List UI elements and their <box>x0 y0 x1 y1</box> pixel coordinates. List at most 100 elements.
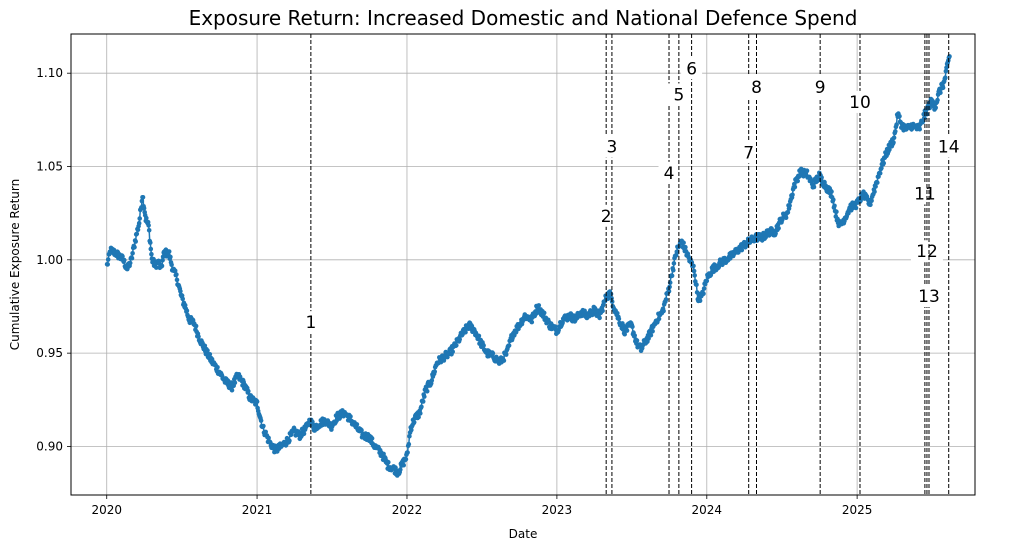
data-point <box>648 332 654 338</box>
data-point <box>697 298 703 304</box>
chart-title: Exposure Return: Increased Domestic and … <box>189 6 858 30</box>
data-point <box>506 343 512 348</box>
data-point <box>182 302 188 308</box>
event-label-box <box>658 161 680 184</box>
data-point <box>232 380 238 386</box>
data-point <box>149 251 154 257</box>
data-point <box>159 263 165 269</box>
event-label: 13 <box>918 287 940 307</box>
data-point <box>811 184 817 190</box>
data-point <box>877 170 883 176</box>
data-point <box>135 227 141 232</box>
data-point <box>411 419 417 425</box>
data-point <box>541 310 547 316</box>
data-point <box>597 315 602 321</box>
data-point <box>674 249 680 255</box>
event-label: 9 <box>815 78 826 98</box>
data-point <box>174 277 180 283</box>
data-point <box>122 257 127 263</box>
data-point <box>829 189 834 194</box>
data-point <box>940 85 946 91</box>
data-point <box>403 457 409 462</box>
event-label: 7 <box>743 143 754 163</box>
data-point <box>891 140 896 145</box>
data-point <box>386 459 391 465</box>
data-point <box>785 210 791 215</box>
x-axis-label: Date <box>509 527 538 541</box>
data-point <box>196 334 201 339</box>
data-point <box>663 297 669 302</box>
data-point <box>432 369 438 374</box>
data-point <box>348 414 353 419</box>
data-point <box>130 251 135 256</box>
data-point <box>146 228 152 233</box>
data-point <box>463 330 468 335</box>
data-point <box>632 333 637 338</box>
data-point <box>704 278 710 284</box>
event-label-box <box>601 135 623 158</box>
event-label: 5 <box>673 85 684 105</box>
x-tick-label: 2024 <box>692 503 723 517</box>
data-point <box>105 257 111 262</box>
data-point <box>193 323 199 329</box>
data-point <box>457 337 463 342</box>
data-point <box>139 198 145 204</box>
data-point <box>429 378 435 383</box>
data-point <box>144 215 149 221</box>
data-point <box>624 328 630 333</box>
data-point <box>622 331 627 337</box>
data-point <box>136 220 142 226</box>
data-point <box>944 65 949 70</box>
data-point <box>935 97 940 103</box>
data-point <box>266 435 271 441</box>
data-point <box>127 260 133 266</box>
data-point <box>671 267 676 273</box>
data-point <box>180 296 185 302</box>
series-group <box>104 54 952 478</box>
data-point <box>608 291 614 297</box>
x-tick-label: 2021 <box>242 503 273 517</box>
y-tick-label: 1.05 <box>36 160 63 174</box>
data-point <box>667 284 672 290</box>
data-point <box>401 462 407 468</box>
event-label-box <box>681 57 703 80</box>
data-point <box>132 244 137 250</box>
data-point <box>178 288 183 294</box>
data-point <box>787 203 792 208</box>
data-point <box>168 254 173 260</box>
data-point <box>481 343 486 348</box>
data-point <box>146 223 151 228</box>
event-label-box <box>932 135 965 158</box>
data-point <box>875 180 880 185</box>
data-point <box>943 68 949 74</box>
y-tick-label: 1.10 <box>36 66 63 80</box>
data-point <box>407 433 412 439</box>
event-label: 3 <box>607 138 618 158</box>
data-point <box>822 179 827 185</box>
data-point <box>258 418 264 423</box>
event-label: 4 <box>664 164 675 184</box>
data-point <box>105 262 110 267</box>
data-point <box>691 268 697 274</box>
event-label: 8 <box>751 78 762 98</box>
data-point <box>701 286 707 291</box>
data-point <box>263 429 269 435</box>
data-point <box>406 441 412 447</box>
data-point <box>359 428 364 433</box>
data-point <box>354 422 360 427</box>
data-point <box>503 352 509 357</box>
event-label-box <box>843 90 876 113</box>
event-label-box <box>809 75 831 98</box>
data-point <box>418 411 423 416</box>
data-point <box>301 431 307 437</box>
data-point <box>832 203 837 209</box>
y-axis-label: Cumulative Exposure Return <box>8 179 22 351</box>
data-point <box>669 273 675 279</box>
data-point <box>691 263 696 269</box>
y-tick-label: 1.00 <box>36 253 63 267</box>
data-point <box>424 389 430 394</box>
data-point <box>872 189 877 195</box>
data-point <box>831 197 836 202</box>
data-point <box>893 129 898 134</box>
